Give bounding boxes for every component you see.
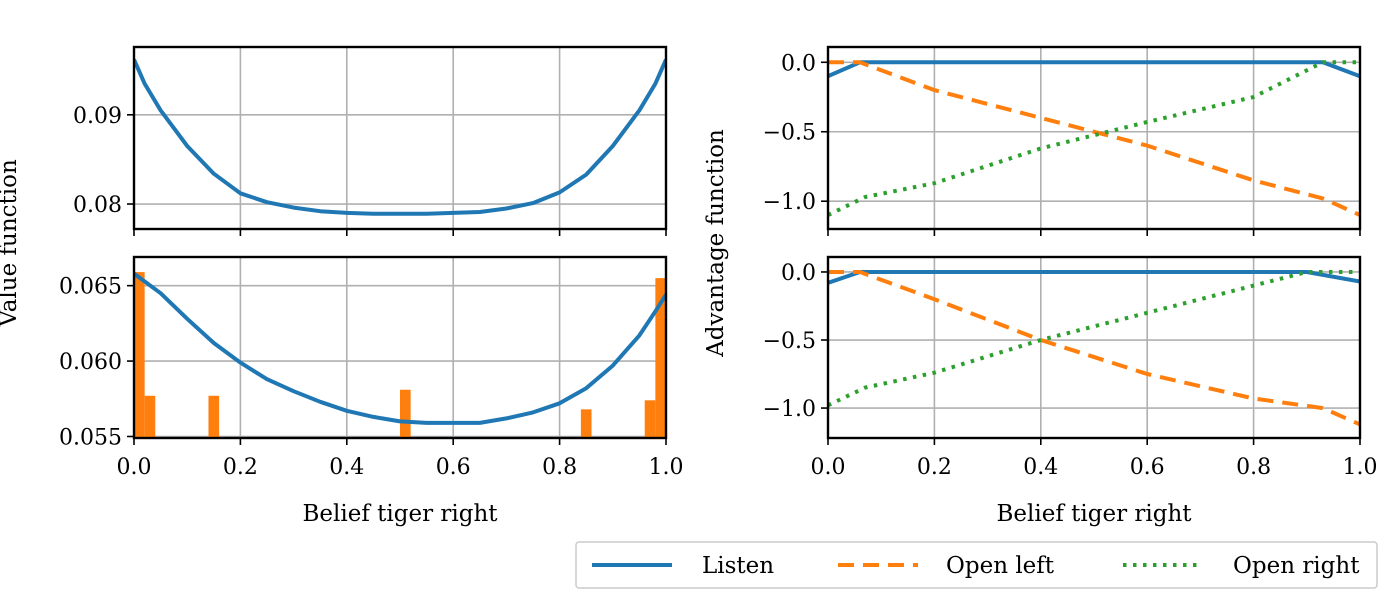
x-tick-label: 0.8 <box>1236 455 1271 480</box>
histogram-bar <box>144 395 156 438</box>
x-tick-label: 1.0 <box>1343 455 1378 480</box>
x-tick-label: 0.6 <box>436 455 471 480</box>
y-tick-label: 0.060 <box>59 350 122 375</box>
series-line-value <box>134 58 666 216</box>
series-group <box>828 60 1360 217</box>
axes-frame <box>132 45 668 231</box>
x-tick-label: 0.4 <box>329 455 364 480</box>
x-axis-label-left: Belief tiger right <box>302 501 498 527</box>
legend-label-listen: Listen <box>702 553 774 579</box>
y-tick-label: 0.0 <box>781 51 816 76</box>
series-group <box>134 271 666 425</box>
series-line-value <box>134 271 666 425</box>
y-tick-label: −0.5 <box>763 329 816 354</box>
series-line-open-right <box>828 270 1360 408</box>
axes-frame <box>132 255 668 440</box>
histogram-bar <box>655 278 666 438</box>
panel-value-top: 0.08 0.09 <box>73 45 668 236</box>
y-tick-label: 0.055 <box>59 425 122 450</box>
x-tick-label: 0.8 <box>542 455 577 480</box>
y-axis-label-value: Value function <box>0 159 22 328</box>
series-group <box>828 270 1360 427</box>
x-tick-label: 0.0 <box>117 455 152 480</box>
x-tick-label: 1.0 <box>649 455 684 480</box>
y-tick-label: −1.0 <box>763 397 816 422</box>
bar-group <box>134 272 666 438</box>
histogram-bar <box>400 389 411 438</box>
x-tick-label: 0.0 <box>811 455 846 480</box>
series-line-open-left <box>828 270 1360 427</box>
histogram-bar <box>644 400 656 438</box>
y-tick-label: 0.09 <box>73 104 122 129</box>
legend-label-open-left: Open left <box>946 553 1055 579</box>
axes-frame <box>826 255 1362 440</box>
series-line-open-right <box>828 60 1360 217</box>
histogram-bar <box>208 395 220 438</box>
series-group <box>134 58 666 216</box>
axes-frame <box>826 45 1362 231</box>
y-tick-label: 0.08 <box>73 193 122 218</box>
histogram-bar <box>134 272 145 438</box>
series-line-listen <box>828 270 1360 285</box>
histogram-bar <box>580 409 592 438</box>
series-line-listen <box>828 60 1360 79</box>
y-axis-label-advantage: Advantage function <box>703 129 729 358</box>
x-axis-label-right: Belief tiger right <box>996 501 1192 527</box>
y-tick-label: −1.0 <box>763 190 816 215</box>
y-tick-label: 0.065 <box>59 275 122 300</box>
legend-frame <box>575 541 1378 589</box>
panel-value-bottom: 0.0 0.2 0.4 0.6 0.8 1.0 0.055 0.060 0.065 <box>59 255 684 480</box>
legend-label-open-right: Open right <box>1233 553 1360 579</box>
y-tick-label: −0.5 <box>763 121 816 146</box>
panel-advantage-top: 0.0 −0.5 −1.0 <box>763 45 1362 236</box>
legend: Listen Open left Open right <box>575 541 1378 589</box>
series-line-open-left <box>828 60 1360 217</box>
x-tick-label: 0.6 <box>1130 455 1165 480</box>
x-tick-label: 0.2 <box>223 455 258 480</box>
axis-labels: Value function Advantage function Belief… <box>0 129 1192 527</box>
x-tick-label: 0.2 <box>917 455 952 480</box>
panel-advantage-bottom: 0.0 0.2 0.4 0.6 0.8 1.0 0.0 −0.5 −1.0 <box>763 255 1378 480</box>
y-tick-label: 0.0 <box>781 261 816 286</box>
x-tick-label: 0.4 <box>1023 455 1058 480</box>
